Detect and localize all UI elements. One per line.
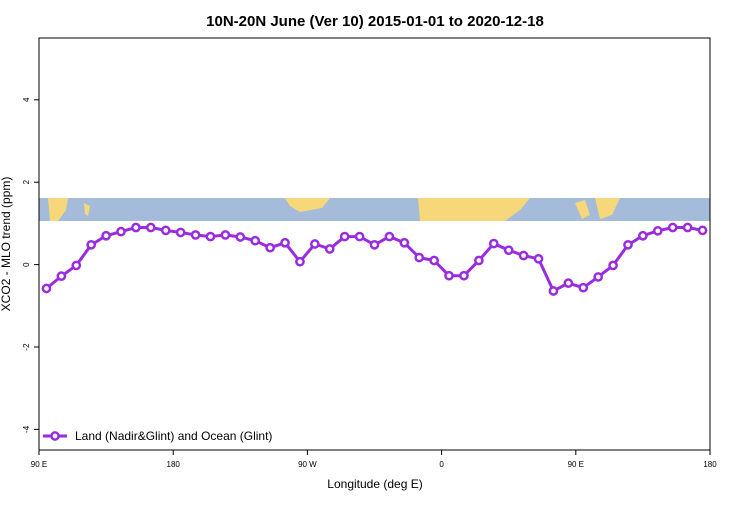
data-point [339, 231, 350, 242]
y-tick-label: 4 [22, 97, 31, 102]
data-point [444, 270, 454, 281]
data-point [503, 245, 514, 256]
y-tick-label: -4 [22, 425, 31, 433]
data-point [384, 231, 395, 242]
data-point [354, 231, 365, 242]
data-point [250, 235, 261, 246]
data-point [578, 282, 589, 293]
data-point [682, 222, 693, 233]
data-point [667, 222, 678, 233]
data-point [235, 232, 246, 242]
map-land [84, 203, 90, 216]
data-point [145, 222, 156, 233]
x-tick-label: 90 W [298, 460, 317, 469]
data-point [488, 238, 499, 249]
map-land [575, 200, 590, 219]
data-point [280, 237, 290, 248]
data-point [205, 231, 216, 242]
x-axis-label: Longitude (deg E) [327, 477, 422, 491]
map-land [418, 198, 530, 221]
data-point [71, 260, 82, 271]
data-point [86, 239, 97, 250]
legend-swatch-marker [50, 431, 60, 441]
data-point [160, 225, 171, 236]
data-point [459, 270, 469, 281]
data-point [131, 222, 141, 233]
data-point [295, 256, 305, 267]
y-tick-label: -2 [22, 343, 31, 351]
data-point [474, 255, 484, 266]
data-point [310, 239, 320, 249]
data-point [429, 255, 439, 266]
data-point [56, 271, 67, 281]
data-point [324, 244, 335, 254]
data-point [101, 230, 111, 241]
map-ocean [39, 198, 710, 221]
data-point [220, 230, 231, 240]
x-tick-label: 90 E [31, 460, 47, 469]
data-point [593, 272, 604, 282]
map-land [48, 198, 68, 221]
data-point [265, 242, 275, 253]
data-point [369, 239, 380, 250]
y-tick-label: 0 [22, 262, 31, 267]
data-point [518, 250, 529, 261]
x-tick-label: 180 [703, 460, 717, 469]
data-point [623, 239, 633, 250]
data-point [608, 260, 618, 271]
map-strip [39, 198, 710, 221]
y-tick-label: 2 [22, 179, 31, 184]
data-point [41, 283, 52, 294]
x-tick-label: 180 [167, 460, 181, 469]
data-point [548, 286, 559, 296]
chart-title: 10N-20N June (Ver 10) 2015-01-01 to 2020… [206, 13, 544, 30]
data-point [563, 278, 574, 288]
x-tick-label: 0 [439, 460, 444, 469]
data-point [638, 230, 648, 241]
x-tick-label: 90 E [568, 460, 584, 469]
plot-frame [38, 37, 711, 451]
data-point [652, 225, 663, 236]
data-point [533, 253, 544, 264]
map-land [595, 198, 620, 219]
y-axis-label: XCO2 - MLO trend (ppm) [0, 177, 13, 312]
data-point [414, 252, 425, 263]
data-point [175, 227, 186, 238]
legend-label: Land (Nadir&Glint) and Ocean (Glint) [75, 429, 272, 443]
data-point [116, 226, 126, 237]
data-point [697, 225, 708, 236]
data-point [399, 237, 410, 248]
map-land [285, 198, 330, 212]
data-point [190, 230, 201, 240]
